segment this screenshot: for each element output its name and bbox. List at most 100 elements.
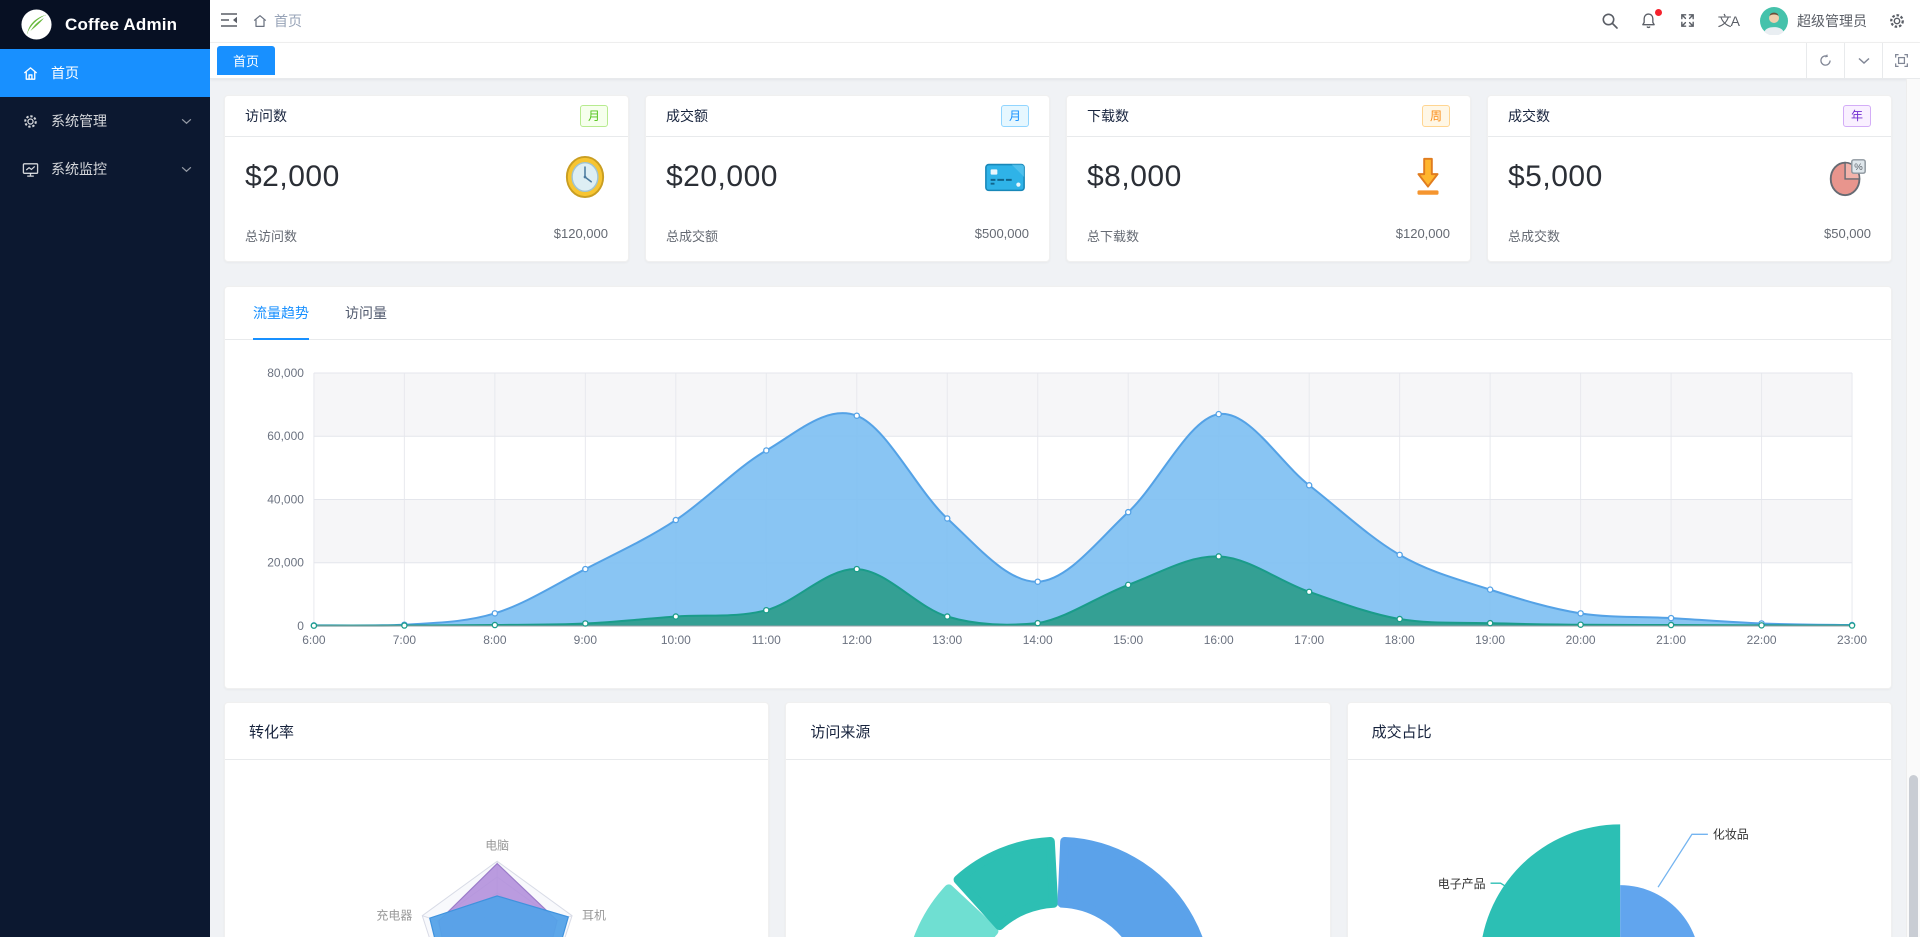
period-badge: 月 (1000, 105, 1029, 127)
home-icon (253, 15, 267, 27)
svg-text:40,000: 40,000 (267, 492, 304, 506)
username: 超级管理员 (1797, 13, 1867, 29)
tab-traffic-trend[interactable]: 流量趋势 (253, 303, 309, 340)
sidebar-item-home[interactable]: 首页 (0, 49, 210, 97)
stat-footer-value: $120,000 (1395, 226, 1450, 241)
menu-fold-icon[interactable] (220, 12, 238, 30)
visit-source-card: 访问来源 (785, 702, 1331, 937)
stat-footer-value: $500,000 (974, 226, 1029, 241)
download-icon (1408, 155, 1448, 199)
stat-card-turnover: 成交额 月 $20,000 总成交额 $500,000 (645, 95, 1050, 262)
translate-icon[interactable]: 文A (1717, 13, 1740, 29)
main-area: 首页 文A 超级管理员 (210, 0, 1920, 937)
refresh-icon[interactable] (1806, 43, 1844, 78)
page-scrollbar[interactable] (1906, 79, 1920, 937)
conversion-rate-card: 转化率 电脑耳机 充电器 (224, 702, 770, 937)
sidebar-item-system-monitor[interactable]: 系统监控 (0, 145, 210, 193)
svg-text:16:00: 16:00 (1204, 633, 1234, 647)
app-title: Coffee Admin (65, 14, 178, 34)
bell-icon[interactable] (1640, 9, 1662, 30)
stat-footer-label: 总成交数 (1508, 229, 1561, 244)
maximize-icon[interactable] (1882, 43, 1920, 78)
svg-text:10:00: 10:00 (661, 633, 691, 647)
sidebar-item-label: 首页 (51, 65, 79, 81)
breadcrumb-home[interactable]: 首页 (274, 13, 302, 29)
svg-text:21:00: 21:00 (1656, 633, 1686, 647)
stats-row: 访问数 月 $2,000 总访问数 $120,000 (224, 95, 1892, 262)
trend-tabs: 流量趋势 访问量 (225, 287, 1891, 340)
card-title: 访问来源 (786, 703, 1330, 760)
svg-text:80,000: 80,000 (267, 366, 304, 380)
card-title: 转化率 (225, 703, 769, 760)
svg-text:22:00: 22:00 (1747, 633, 1777, 647)
clock-icon (564, 155, 606, 199)
sidebar-item-label: 系统监控 (51, 161, 107, 177)
home-icon (22, 65, 39, 82)
search-icon[interactable] (1601, 12, 1619, 30)
stat-title: 成交额 (666, 108, 708, 124)
svg-text:13:00: 13:00 (932, 633, 962, 647)
period-badge: 周 (1421, 105, 1450, 127)
period-badge: 月 (579, 105, 608, 127)
pie-chart: 电子产品 化妆品 (1437, 824, 1748, 937)
svg-text:12:00: 12:00 (842, 633, 872, 647)
stat-footer-value: $120,000 (553, 226, 608, 241)
svg-text:17:00: 17:00 (1294, 633, 1324, 647)
period-badge: 年 (1842, 105, 1871, 127)
breadcrumb[interactable]: 首页 (252, 11, 302, 31)
svg-text:19:00: 19:00 (1475, 633, 1505, 647)
svg-text:电脑: 电脑 (485, 838, 509, 852)
stat-value: $2,000 (245, 160, 340, 193)
svg-text:20:00: 20:00 (1566, 633, 1596, 647)
traffic-trend-card: 流量趋势 访问量 0 20,000 40,000 60,000 80,000 6:00 7:… (224, 286, 1892, 689)
svg-text:耳机: 耳机 (582, 909, 606, 923)
chevron-down-icon (181, 118, 192, 124)
chevron-down-icon[interactable] (1844, 43, 1882, 78)
donut-chart (914, 836, 1203, 937)
svg-text:20,000: 20,000 (267, 556, 304, 570)
deal-share-card: 成交占比 电子产品 化妆品 (1346, 702, 1892, 937)
stat-card-downloads: 下载数 周 $8,000 总下载数 $120,000 (1066, 95, 1471, 262)
stat-title: 下载数 (1087, 108, 1129, 124)
stat-footer-label: 总访问数 (245, 229, 298, 244)
svg-text:14:00: 14:00 (1023, 633, 1053, 647)
svg-text:15:00: 15:00 (1113, 633, 1143, 647)
fullscreen-icon[interactable] (1679, 12, 1697, 30)
notification-dot (1654, 9, 1662, 16)
stat-value: $5,000 (1508, 160, 1603, 193)
sidebar-item-system-management[interactable]: 系统管理 (0, 97, 210, 145)
gear-icon (22, 113, 39, 130)
leaf-logo-icon (20, 8, 53, 41)
monitor-icon (22, 161, 39, 178)
stat-card-visits: 访问数 月 $2,000 总访问数 $120,000 (224, 95, 629, 262)
svg-text:充电器: 充电器 (376, 908, 412, 923)
gear-icon[interactable] (1888, 12, 1906, 30)
sidebar-item-label: 系统管理 (51, 113, 107, 129)
tab-home[interactable]: 首页 (217, 46, 276, 75)
svg-text:0: 0 (297, 619, 304, 633)
sidebar-menu: 首页 系统管理 系统监控 (0, 49, 210, 193)
svg-text:7:00: 7:00 (393, 633, 417, 647)
area-chart: 0 20,000 40,000 60,000 80,000 6:00 7:00 8:00 9:0… (267, 366, 1867, 647)
stat-footer-value: $50,000 (1824, 226, 1871, 241)
credit-card-icon (983, 157, 1027, 197)
svg-text:23:00: 23:00 (1837, 633, 1867, 647)
chevron-down-icon (181, 166, 192, 172)
svg-text:6:00: 6:00 (302, 633, 326, 647)
svg-text:11:00: 11:00 (752, 633, 781, 647)
top-navbar: 首页 文A 超级管理员 (210, 0, 1920, 43)
svg-text:60,000: 60,000 (267, 429, 304, 443)
sidebar: Coffee Admin 首页 系统管理 系统监控 (0, 0, 210, 937)
app-logo[interactable]: Coffee Admin (0, 0, 210, 49)
scrollbar-thumb[interactable] (1909, 775, 1918, 937)
stat-value: $8,000 (1087, 160, 1182, 193)
stat-value: $20,000 (666, 160, 778, 193)
pie-percent-icon: % (1825, 155, 1869, 199)
user-menu[interactable]: 超级管理员 (1760, 7, 1867, 35)
avatar (1760, 7, 1788, 35)
bottom-row: 转化率 电脑耳机 充电器 访问来源 成交占比 电子产品 化妆品 (224, 702, 1892, 937)
tab-visit-volume[interactable]: 访问量 (345, 305, 387, 321)
stat-title: 访问数 (245, 108, 287, 124)
